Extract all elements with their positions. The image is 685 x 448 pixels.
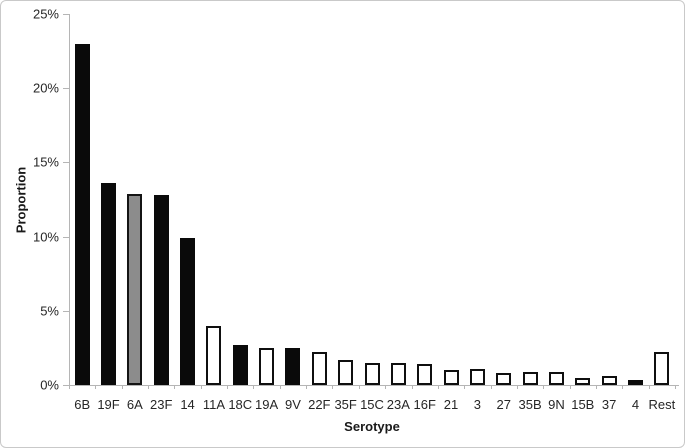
- x-tick-label: 9N: [548, 397, 565, 412]
- bar-37: [601, 376, 617, 385]
- x-tick-label: 23A: [386, 397, 410, 412]
- y-tick-mark: [63, 310, 69, 312]
- y-tick-mark: [63, 236, 69, 238]
- x-tick-label: 22F: [308, 397, 331, 412]
- x-tick-mark: [385, 385, 387, 389]
- y-tick-mark: [63, 88, 69, 90]
- bar-21: [443, 370, 459, 385]
- bar-16f: [417, 364, 433, 385]
- x-tick-label: 21: [443, 397, 459, 412]
- y-tick-mark: [63, 385, 69, 386]
- x-axis-title: Serotype: [344, 419, 400, 434]
- bar-3: [469, 368, 485, 385]
- bar-14: [180, 238, 196, 385]
- y-tick-label: 0%: [40, 377, 59, 393]
- x-tick-label: 6A: [126, 397, 143, 412]
- y-tick-mark: [63, 14, 69, 15]
- bar-22f: [311, 352, 327, 385]
- bar-18c: [232, 344, 248, 385]
- bar-15b: [575, 377, 591, 385]
- x-tick-mark: [490, 385, 492, 389]
- x-tick-mark: [411, 385, 413, 389]
- y-axis-title: Proportion: [13, 166, 29, 234]
- x-tick-label: 18C: [228, 397, 253, 412]
- x-tick-label: 19F: [97, 397, 120, 412]
- x-tick-mark: [595, 385, 597, 389]
- x-tick-mark: [569, 385, 571, 389]
- x-tick-label: 16F: [413, 397, 436, 412]
- x-tick-label: 11A: [202, 397, 225, 412]
- x-tick-label: 15C: [360, 397, 384, 412]
- x-tick-mark: [95, 385, 97, 389]
- x-axis-line: [69, 385, 679, 386]
- bar-23f: [153, 195, 169, 385]
- x-tick-mark: [622, 385, 624, 389]
- x-tick-mark: [332, 385, 334, 389]
- bar-15c: [364, 362, 380, 385]
- x-tick-mark: [279, 385, 281, 389]
- x-tick-label: 19A: [255, 397, 279, 412]
- x-tick-label: 27: [496, 397, 511, 412]
- bar-23a: [390, 362, 406, 385]
- y-tick-label: 15%: [32, 154, 59, 170]
- bar-6b: [74, 43, 90, 385]
- bar-11a: [206, 325, 222, 385]
- x-tick-mark: [543, 385, 545, 389]
- bar-rest: [654, 352, 670, 385]
- x-tick-mark: [69, 385, 70, 389]
- y-tick-label: 25%: [32, 6, 59, 22]
- x-tick-mark: [675, 385, 676, 389]
- bar-35f: [338, 359, 354, 385]
- x-tick-label: 6B: [74, 397, 91, 412]
- y-tick-label: 10%: [32, 229, 59, 245]
- x-tick-mark: [200, 385, 202, 389]
- bar-9v: [285, 347, 301, 385]
- x-tick-label: 37: [601, 397, 617, 412]
- x-tick-label: 4: [631, 397, 640, 412]
- bar-19f: [101, 183, 117, 385]
- x-tick-mark: [174, 385, 176, 389]
- x-tick-label: Rest: [648, 397, 676, 412]
- bar-27: [496, 373, 512, 385]
- y-tick-label: 5%: [40, 303, 59, 319]
- x-tick-label: 35F: [334, 397, 357, 412]
- y-tick-label: 20%: [32, 80, 59, 96]
- x-tick-mark: [227, 385, 229, 389]
- x-tick-mark: [358, 385, 360, 389]
- y-tick-mark: [63, 162, 69, 164]
- x-tick-label: 35B: [518, 397, 542, 412]
- x-tick-mark: [253, 385, 255, 389]
- x-tick-label: 9V: [285, 397, 301, 412]
- x-tick-label: 14: [180, 397, 195, 412]
- bar-4: [627, 379, 643, 385]
- x-tick-label: 3: [473, 397, 482, 412]
- x-tick-mark: [306, 385, 308, 389]
- bar-19a: [259, 347, 275, 385]
- y-axis-line: [69, 14, 70, 385]
- bar-6a: [127, 193, 143, 385]
- x-tick-mark: [516, 385, 518, 389]
- x-tick-label: 15B: [571, 397, 595, 412]
- x-tick-mark: [648, 385, 650, 389]
- bar-35b: [522, 372, 538, 385]
- x-tick-mark: [121, 385, 123, 389]
- x-tick-label: 23F: [150, 397, 173, 412]
- bar-9n: [548, 372, 564, 385]
- x-tick-mark: [148, 385, 150, 389]
- x-tick-mark: [464, 385, 466, 389]
- x-tick-mark: [437, 385, 439, 389]
